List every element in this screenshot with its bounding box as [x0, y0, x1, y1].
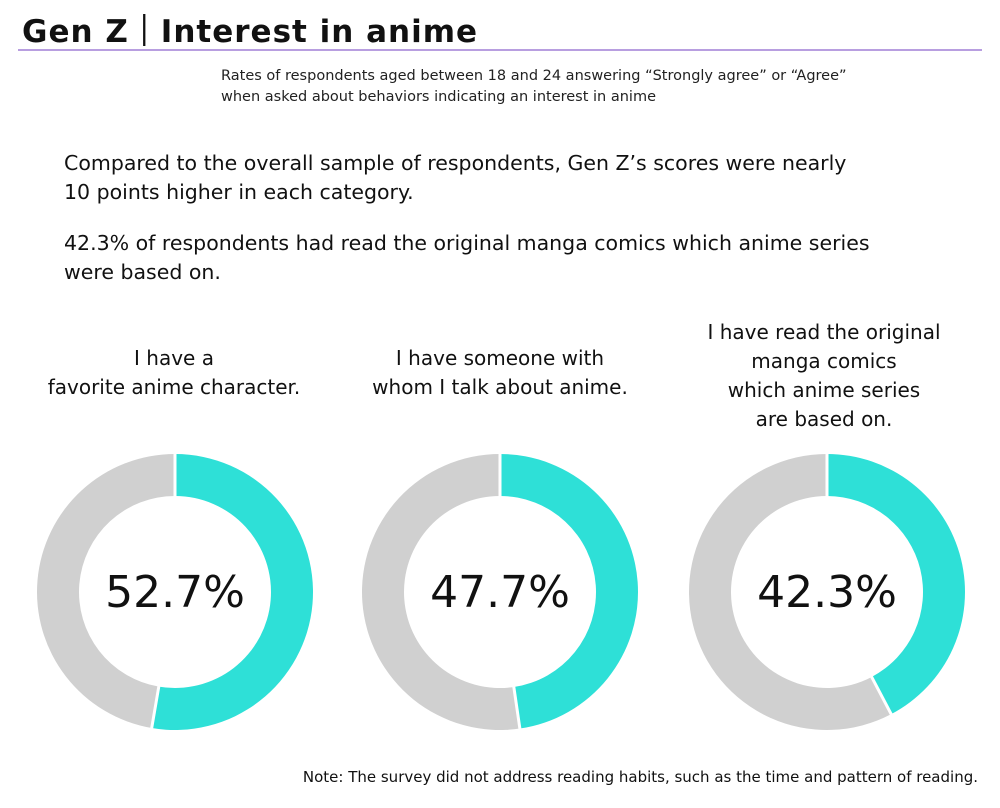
- chart-3-divider-end: [869, 674, 894, 717]
- chart-2-value-label: 47.7%: [430, 567, 570, 618]
- summary-paragraph-2-line-1: 42.3% of respondents had read the origin…: [64, 231, 870, 255]
- footnote: Note: The survey did not address reading…: [302, 768, 978, 786]
- chart-2-label-line-2: whom I talk about anime.: [372, 375, 628, 399]
- summary-paragraph-1-line-1: Compared to the overall sample of respon…: [64, 151, 847, 175]
- summary-paragraph-1: Compared to the overall sample of respon…: [64, 149, 964, 207]
- chart-2-label-line-1: I have someone with: [395, 346, 605, 370]
- chart-2-remainder-arc: [361, 454, 520, 730]
- chart-2-donut: 47.7%: [358, 450, 642, 734]
- summary-paragraph-1-line-2: 10 points higher in each category.: [64, 180, 414, 204]
- chart-3-remainder-arc: [689, 454, 892, 730]
- chart-3-label-line-2: manga comics: [751, 349, 897, 373]
- summary-paragraph-2: 42.3% of respondents had read the origin…: [64, 229, 964, 287]
- subtitle-line-1: Rates of respondents aged between 18 and…: [221, 68, 847, 84]
- chart-3-label-line-1: I have read the original: [707, 320, 941, 344]
- chart-2-label: I have someone with whom I talk about an…: [350, 344, 650, 402]
- chart-1-remainder-arc: [36, 454, 175, 729]
- chart-1-donut: 52.7%: [33, 450, 317, 734]
- chart-1-divider-end: [149, 684, 161, 731]
- chart-subtitle: Rates of respondents aged between 18 and…: [221, 66, 991, 108]
- chart-2-value-arc: [500, 454, 638, 729]
- chart-1-label: I have a favorite anime character.: [24, 344, 324, 402]
- subtitle-line-2: when asked about behaviors indicating an…: [221, 89, 656, 105]
- chart-3-label-line-3: which anime series: [727, 378, 921, 402]
- chart-3-label-line-4: are based on.: [755, 407, 893, 431]
- chart-1-value-arc: [151, 454, 313, 730]
- chart-1-label-line-2: favorite anime character.: [47, 375, 301, 399]
- chart-3-value-arc: [827, 454, 965, 715]
- summary-paragraph-2-line-2: were based on.: [64, 260, 221, 284]
- chart-3-donut: 42.3%: [685, 450, 969, 734]
- chart-title: Gen Z｜Interest in anime: [22, 14, 479, 50]
- chart-1-label-line-1: I have a: [134, 346, 214, 370]
- chart-3-label: I have read the original manga comics wh…: [674, 318, 974, 434]
- title-rule: [18, 49, 982, 51]
- chart-2-divider-end: [512, 684, 522, 731]
- chart-1-value-label: 52.7%: [105, 567, 245, 618]
- chart-3-value-label: 42.3%: [757, 567, 897, 618]
